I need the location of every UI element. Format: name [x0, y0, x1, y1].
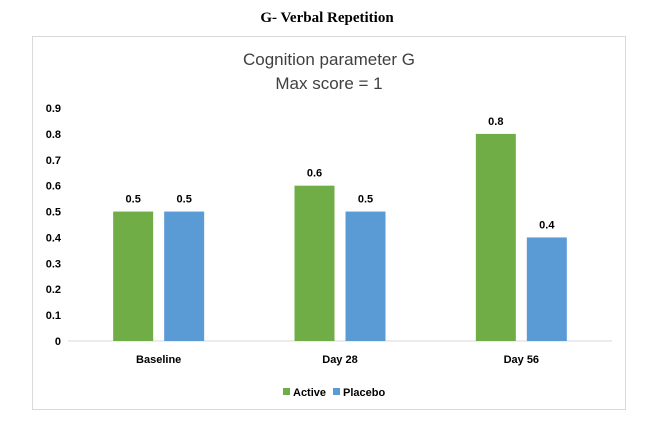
bar-active-2 — [475, 133, 516, 341]
chart-title-line-2: Max score = 1 — [275, 74, 382, 93]
legend-swatch-placebo — [333, 388, 340, 395]
legend: Active Placebo — [283, 387, 385, 399]
bar-placebo-2 — [526, 237, 567, 341]
chart-frame — [32, 36, 626, 410]
bar-active-0 — [113, 211, 154, 341]
data-labels: 0.5 0.5 0.6 0.5 0.8 0.4 — [126, 116, 556, 232]
y-tick-label: 0.7 — [46, 155, 61, 167]
y-tick-label: 0.2 — [46, 284, 61, 296]
data-label: 0.4 — [539, 219, 555, 231]
bar-placebo-1 — [345, 211, 386, 341]
chart-title-line-1: Cognition parameter G — [243, 50, 415, 69]
y-tick-label: 0.3 — [46, 258, 61, 270]
data-label: 0.5 — [177, 194, 192, 206]
x-category-label: Day 28 — [322, 354, 357, 366]
bars — [113, 133, 567, 341]
data-label: 0.6 — [307, 168, 322, 180]
bar-placebo-0 — [164, 211, 205, 341]
legend-label-active: Active — [293, 387, 326, 399]
y-tick-label: 0.4 — [46, 232, 62, 244]
bar-active-1 — [294, 185, 335, 341]
y-tick-label: 0.1 — [46, 310, 61, 322]
x-category-label: Baseline — [136, 354, 181, 366]
data-label: 0.8 — [488, 116, 503, 128]
data-label: 0.5 — [126, 194, 141, 206]
data-label: 0.5 — [358, 194, 373, 206]
legend-swatch-active — [283, 388, 290, 395]
y-tick-label: 0.5 — [46, 207, 61, 219]
figure-heading: G- Verbal Repetition — [260, 10, 394, 26]
y-tick-label: 0.6 — [46, 181, 61, 193]
y-tick-label: 0.9 — [46, 103, 61, 115]
x-category-label: Day 56 — [504, 354, 539, 366]
y-axis-ticks: 0 0.1 0.2 0.3 0.4 0.5 0.6 0.7 0.8 0.9 — [46, 103, 62, 348]
legend-label-placebo: Placebo — [343, 387, 385, 399]
y-tick-label: 0 — [55, 336, 61, 348]
category-labels: Baseline Day 28 Day 56 — [136, 354, 539, 366]
y-tick-label: 0.8 — [46, 129, 61, 141]
